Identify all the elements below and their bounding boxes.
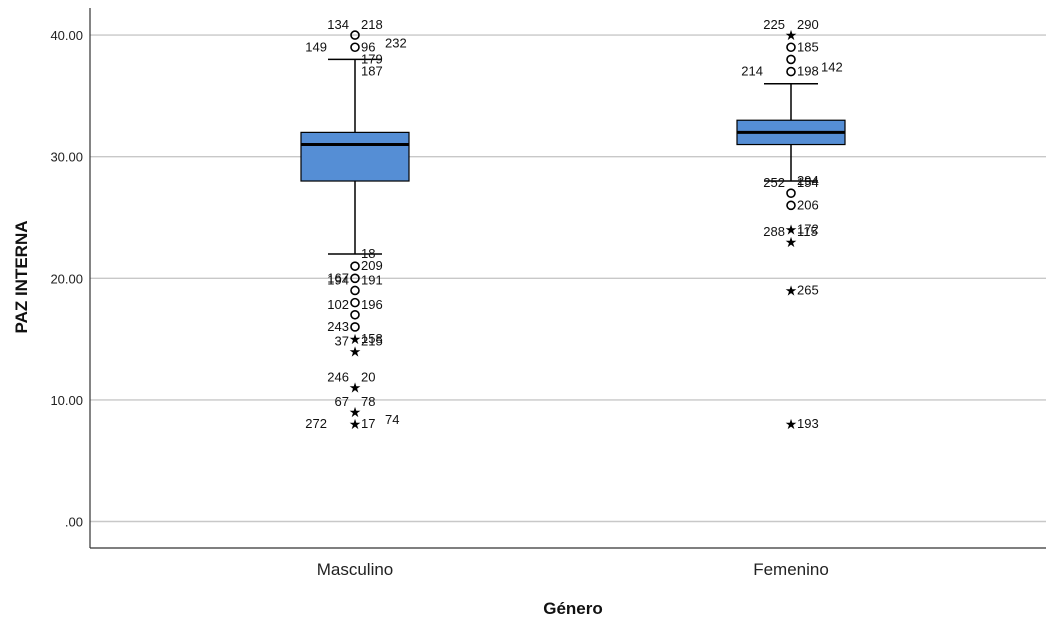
- case-label: 194: [327, 272, 349, 287]
- extreme-marker: ★: [785, 283, 798, 299]
- case-label: 218: [361, 17, 383, 32]
- x-axis-title: Género: [543, 599, 603, 618]
- case-label: 74: [385, 412, 399, 427]
- case-label: 18: [361, 246, 375, 261]
- outlier-marker: [350, 273, 360, 284]
- case-label: 214: [741, 64, 763, 79]
- outlier-marker: [350, 322, 360, 332]
- outlier-marker: [786, 200, 796, 211]
- outlier-marker: [350, 297, 360, 308]
- case-label: 67: [335, 394, 349, 409]
- gridlines: [90, 34, 1046, 523]
- outlier-marker: [786, 66, 796, 77]
- y-axis-title: PAZ INTERNA: [12, 220, 31, 333]
- case-label: 290: [797, 17, 819, 32]
- extreme-marker: ★: [785, 223, 798, 239]
- case-label: 265: [797, 282, 819, 297]
- outlier-marker: [350, 42, 360, 53]
- case-label: 225: [763, 17, 785, 32]
- case-label: 167: [327, 270, 349, 285]
- y-tick-label: 30.00: [50, 150, 83, 165]
- case-label: 198: [797, 64, 819, 79]
- outlier-marker: [786, 188, 796, 198]
- case-label: 134: [327, 17, 349, 32]
- outlier-marker: [350, 30, 360, 40]
- case-label: 246: [327, 370, 349, 385]
- case-label: 102: [327, 297, 349, 312]
- case-label: 142: [821, 60, 843, 75]
- case-label: 185: [797, 39, 819, 54]
- case-label: 17: [361, 416, 375, 431]
- extreme-marker: ★: [349, 417, 362, 433]
- case-label: 154: [797, 175, 819, 190]
- case-label: 172: [797, 222, 819, 237]
- x-category-label: Femenino: [753, 560, 829, 579]
- y-tick-label: 10.00: [50, 393, 83, 408]
- extreme-marker: ★: [785, 417, 798, 433]
- case-label: 232: [385, 35, 407, 50]
- outlier-marker: [350, 285, 360, 296]
- outlier-marker: [786, 42, 796, 53]
- outlier-marker: [786, 54, 796, 65]
- outlier-marker: [350, 309, 360, 320]
- extreme-marker: ★: [349, 405, 362, 421]
- case-label: 20: [361, 370, 375, 385]
- y-tick-label: 40.00: [50, 28, 83, 43]
- case-label: 78: [361, 394, 375, 409]
- extreme-marker: ★: [349, 332, 362, 348]
- case-label: 243: [327, 319, 349, 334]
- case-label: 115: [797, 224, 818, 239]
- case-label: 193: [797, 416, 819, 431]
- case-label: 206: [797, 197, 819, 212]
- case-label: 252: [763, 175, 785, 190]
- case-label: 196: [361, 297, 383, 312]
- outlier-marker: [350, 261, 360, 271]
- case-label: 215: [361, 333, 383, 348]
- axes: [89, 8, 1046, 549]
- case-label: 191: [361, 272, 383, 287]
- case-label: 187: [361, 64, 383, 79]
- case-label: 272: [305, 416, 327, 431]
- category-labels: Masculino Femenino: [317, 560, 829, 579]
- case-label: 149: [305, 39, 327, 54]
- case-label: 288: [763, 224, 785, 239]
- x-category-label: Masculino: [317, 560, 394, 579]
- extreme-marker: ★: [349, 344, 362, 360]
- case-label: 158: [361, 331, 383, 346]
- case-label: 209: [361, 258, 383, 273]
- case-label: 96: [361, 39, 375, 54]
- iqr-box: [300, 131, 410, 182]
- case-label: 294: [797, 173, 819, 188]
- y-tick-label: 20.00: [50, 271, 83, 286]
- y-tick-labels: .00 10.00 20.00 30.00 40.00: [50, 28, 83, 529]
- extreme-marker: ★: [785, 235, 798, 251]
- y-tick-label: .00: [65, 515, 83, 530]
- case-label: 37: [335, 333, 349, 348]
- extreme-marker: ★: [785, 28, 798, 44]
- case-label: 179: [361, 51, 383, 66]
- extreme-marker: ★: [349, 381, 362, 397]
